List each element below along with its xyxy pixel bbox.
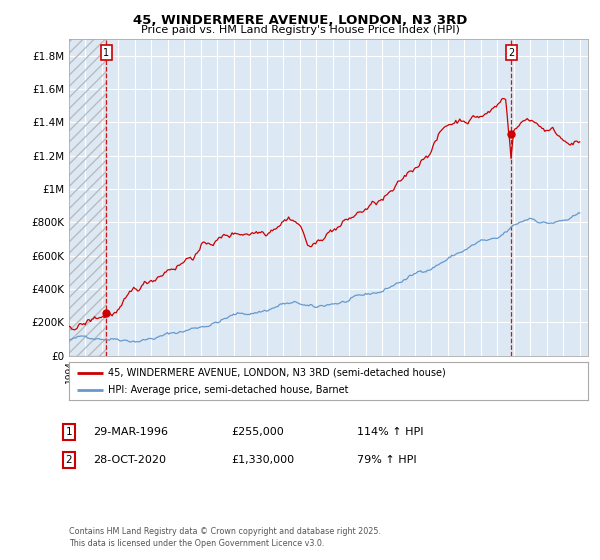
- Text: £255,000: £255,000: [231, 427, 284, 437]
- Text: 1: 1: [103, 48, 109, 58]
- Text: 45, WINDERMERE AVENUE, LONDON, N3 3RD: 45, WINDERMERE AVENUE, LONDON, N3 3RD: [133, 14, 467, 27]
- Text: 114% ↑ HPI: 114% ↑ HPI: [357, 427, 424, 437]
- Text: 79% ↑ HPI: 79% ↑ HPI: [357, 455, 416, 465]
- Text: 45, WINDERMERE AVENUE, LONDON, N3 3RD (semi-detached house): 45, WINDERMERE AVENUE, LONDON, N3 3RD (s…: [108, 368, 446, 378]
- Text: 2: 2: [65, 455, 73, 465]
- Text: 2: 2: [508, 48, 514, 58]
- Text: 29-MAR-1996: 29-MAR-1996: [93, 427, 168, 437]
- Text: 1: 1: [65, 427, 73, 437]
- Text: Contains HM Land Registry data © Crown copyright and database right 2025.
This d: Contains HM Land Registry data © Crown c…: [69, 527, 381, 548]
- Text: 28-OCT-2020: 28-OCT-2020: [93, 455, 166, 465]
- Text: £1,330,000: £1,330,000: [231, 455, 294, 465]
- Text: HPI: Average price, semi-detached house, Barnet: HPI: Average price, semi-detached house,…: [108, 385, 349, 395]
- Text: Price paid vs. HM Land Registry's House Price Index (HPI): Price paid vs. HM Land Registry's House …: [140, 25, 460, 35]
